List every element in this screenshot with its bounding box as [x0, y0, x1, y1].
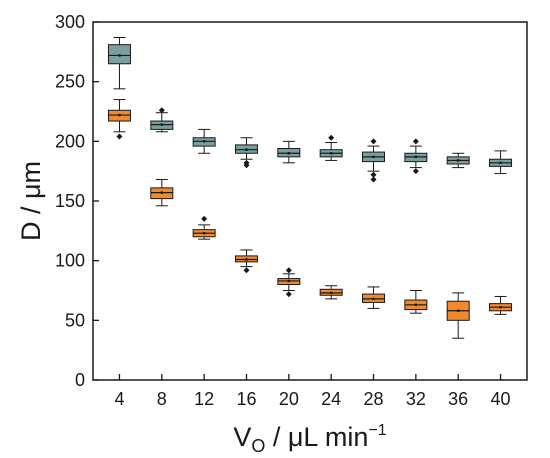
mean-marker — [499, 306, 502, 309]
box-series-2 — [107, 99, 513, 339]
outlier-point — [285, 267, 292, 274]
box-40 — [489, 295, 513, 315]
box-12 — [192, 128, 216, 154]
outlier-point — [116, 133, 123, 140]
mean-marker — [160, 123, 164, 126]
outlier-point — [243, 267, 250, 274]
x-tick-label: 16 — [236, 389, 256, 409]
box-32 — [404, 138, 428, 175]
box-4 — [107, 37, 131, 90]
mean-marker — [245, 258, 248, 261]
mean-marker — [372, 297, 375, 301]
y-axis-label: D / μm — [16, 161, 46, 241]
y-tick-label: 300 — [55, 12, 85, 32]
y-tick-label: 50 — [65, 310, 85, 330]
outlier-point — [158, 107, 165, 114]
x-axis-label-main: V — [233, 422, 251, 452]
box-24 — [319, 285, 343, 300]
mean-marker — [202, 232, 206, 235]
x-axis-label-rest: / μL min — [265, 422, 368, 452]
box-4 — [107, 99, 131, 140]
y-tick-label: 0 — [75, 370, 85, 390]
x-axis-label: VO / μL min−1 — [233, 422, 386, 456]
mean-marker — [414, 155, 418, 159]
x-tick-label: 40 — [491, 389, 511, 409]
box-20 — [277, 140, 301, 164]
box-28 — [362, 286, 386, 309]
y-tick-label: 100 — [55, 251, 85, 271]
mean-marker — [372, 155, 375, 159]
box-12 — [192, 215, 216, 240]
box-28 — [362, 138, 386, 183]
outlier-point — [201, 215, 208, 222]
x-tick-label: 4 — [114, 389, 124, 409]
outlier-point — [285, 291, 292, 298]
outlier-point — [370, 171, 377, 178]
outlier-point — [370, 176, 377, 183]
outlier-point — [328, 134, 335, 141]
mean-marker — [329, 291, 333, 295]
x-axis-label-subscript: O — [251, 436, 265, 456]
mean-marker — [118, 113, 121, 117]
outlier-point — [243, 162, 250, 169]
mean-marker — [414, 303, 418, 307]
mean-marker — [456, 309, 460, 312]
outlier-point — [412, 138, 419, 145]
box-32 — [404, 290, 428, 314]
x-tick-label: 12 — [194, 389, 214, 409]
x-axis-label-superscript: −1 — [368, 422, 386, 439]
axis-ticks: 0 50 100 150 200 250 300 4 8 12 16 20 24 28 32 36 40 — [55, 12, 511, 409]
x-tick-label: 24 — [321, 389, 341, 409]
box-24 — [319, 134, 343, 161]
outlier-point — [412, 168, 419, 175]
box-8 — [150, 179, 174, 207]
box-16 — [234, 249, 258, 274]
x-tick-label: 8 — [157, 389, 167, 409]
box-series-1 — [107, 37, 513, 183]
outlier-point — [370, 138, 377, 145]
mean-marker — [245, 148, 248, 151]
mean-marker — [287, 279, 291, 283]
y-tick-label: 150 — [55, 191, 85, 211]
y-tick-label: 200 — [55, 131, 85, 151]
mean-marker — [499, 161, 502, 165]
x-tick-label: 20 — [279, 389, 299, 409]
x-tick-label: 32 — [406, 389, 426, 409]
box-20 — [277, 267, 301, 298]
mean-marker — [160, 191, 164, 194]
box-36 — [446, 292, 470, 339]
x-tick-label: 28 — [363, 389, 383, 409]
box-40 — [489, 150, 513, 175]
x-tick-label: 36 — [448, 389, 468, 409]
plot-area — [107, 37, 513, 339]
mean-marker — [456, 159, 460, 162]
plot-frame — [92, 21, 528, 381]
box-36 — [446, 152, 470, 169]
y-tick-label: 250 — [55, 72, 85, 92]
mean-marker — [287, 152, 291, 155]
box-8 — [150, 107, 174, 133]
mean-marker — [329, 152, 333, 155]
mean-marker — [202, 140, 206, 143]
box-16 — [234, 137, 258, 169]
mean-marker — [118, 54, 121, 57]
